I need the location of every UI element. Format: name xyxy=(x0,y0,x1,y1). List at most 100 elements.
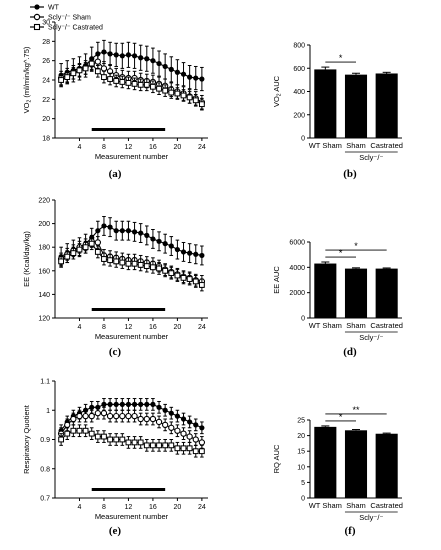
data-point xyxy=(94,410,101,417)
series-line xyxy=(60,51,202,80)
data-point xyxy=(150,264,156,271)
data-point xyxy=(119,228,125,234)
data-point xyxy=(131,412,138,420)
data-point xyxy=(186,94,193,101)
data-point xyxy=(186,433,193,440)
data-point xyxy=(137,81,144,88)
y-tick-label: 20 xyxy=(297,433,305,440)
group-label: Scly⁻/⁻ xyxy=(359,153,383,162)
y-tick-label: 22 xyxy=(42,97,50,104)
y-tick-label: 200 xyxy=(38,221,50,228)
data-point xyxy=(192,278,199,285)
data-point xyxy=(150,442,156,449)
y-axis-title-f: RQ AUC xyxy=(272,444,281,473)
data-point xyxy=(180,445,187,452)
bar-sham xyxy=(344,268,368,318)
data-point xyxy=(106,412,114,420)
legend-label-sham: Scly⁻/⁻ Sham xyxy=(48,15,91,22)
data-point xyxy=(125,439,132,446)
y-tick-label: 200 xyxy=(293,112,305,119)
y-tick-label: 140 xyxy=(38,292,50,299)
data-point xyxy=(168,442,175,449)
significance-marker: * xyxy=(354,241,358,251)
category-label: Sham xyxy=(346,321,366,330)
series-scly-castrated xyxy=(58,237,205,292)
data-point xyxy=(150,83,156,90)
y-tick-label: 160 xyxy=(38,268,50,275)
data-point xyxy=(131,260,138,267)
data-point xyxy=(58,436,65,443)
panel-label-d: (d) xyxy=(343,346,357,358)
data-point xyxy=(198,101,205,108)
data-point xyxy=(174,69,180,75)
category-label: Castrated xyxy=(370,321,403,330)
data-point xyxy=(143,415,150,423)
category-label: Sham xyxy=(346,141,366,150)
y-tick-label: 6000 xyxy=(289,240,305,247)
data-point xyxy=(143,263,150,269)
data-point xyxy=(180,274,187,281)
data-point xyxy=(187,74,193,80)
chart-b: 0 200 400 600 800 VO2 AUC WT Sham Sham Castrated… xyxy=(272,43,403,163)
y-tick-label: 10 xyxy=(297,464,305,471)
data-point xyxy=(125,52,132,58)
data-point xyxy=(101,433,107,440)
significance-marker: * xyxy=(339,248,343,258)
data-point xyxy=(107,257,113,264)
data-point xyxy=(186,445,193,452)
x-tick-label: 12 xyxy=(125,504,133,511)
data-point xyxy=(180,92,187,99)
data-point xyxy=(168,66,174,72)
data-point xyxy=(64,74,71,80)
data-point xyxy=(193,422,199,428)
legend-item-sham: Scly⁻/⁻ Sham xyxy=(30,13,91,22)
data-point xyxy=(101,256,107,262)
group-label: Scly⁻/⁻ xyxy=(359,513,383,522)
data-point xyxy=(149,415,157,423)
significance-marker: ** xyxy=(352,405,360,415)
data-point xyxy=(193,75,199,81)
data-point xyxy=(64,430,71,437)
data-point xyxy=(113,436,120,443)
dark-period-bar xyxy=(91,488,166,491)
data-point xyxy=(162,87,169,94)
data-point xyxy=(94,58,101,65)
data-point xyxy=(174,246,180,253)
y-tick-label: 0.8 xyxy=(40,466,50,473)
data-point xyxy=(70,427,77,434)
data-point xyxy=(100,65,108,72)
category-label: Castrated xyxy=(370,141,403,150)
panel-label-b: (b) xyxy=(343,168,357,180)
data-point xyxy=(192,436,199,443)
data-point xyxy=(137,439,144,446)
data-point xyxy=(143,442,150,449)
data-point xyxy=(138,230,144,236)
data-point xyxy=(94,239,101,246)
data-point xyxy=(143,81,150,88)
data-point xyxy=(180,71,187,77)
data-point xyxy=(119,436,126,443)
data-point xyxy=(82,427,89,434)
data-point xyxy=(125,260,132,267)
open-square-marker-icon xyxy=(33,23,41,31)
category-label: Castrated xyxy=(370,501,403,510)
y-tick-label: 4000 xyxy=(289,265,305,272)
data-point xyxy=(156,442,162,449)
data-point xyxy=(119,259,126,266)
data-point xyxy=(138,401,144,407)
legend: WT Scly⁻/⁻ Sham Scly⁻/⁻ Castrated xyxy=(30,4,103,32)
data-point xyxy=(168,424,175,431)
significance-marker: * xyxy=(339,412,343,422)
data-point xyxy=(119,401,125,407)
bar-wt-sham xyxy=(314,426,337,498)
bar-castrated xyxy=(375,433,398,498)
data-point xyxy=(119,53,125,59)
data-point xyxy=(199,76,205,82)
data-point xyxy=(64,253,71,260)
data-point xyxy=(199,425,205,431)
y-tick-label: 30 xyxy=(42,20,50,27)
series-scly-castrated xyxy=(58,424,205,458)
y-axis-title-b: VO2 AUC xyxy=(272,75,283,107)
data-point xyxy=(70,250,77,256)
